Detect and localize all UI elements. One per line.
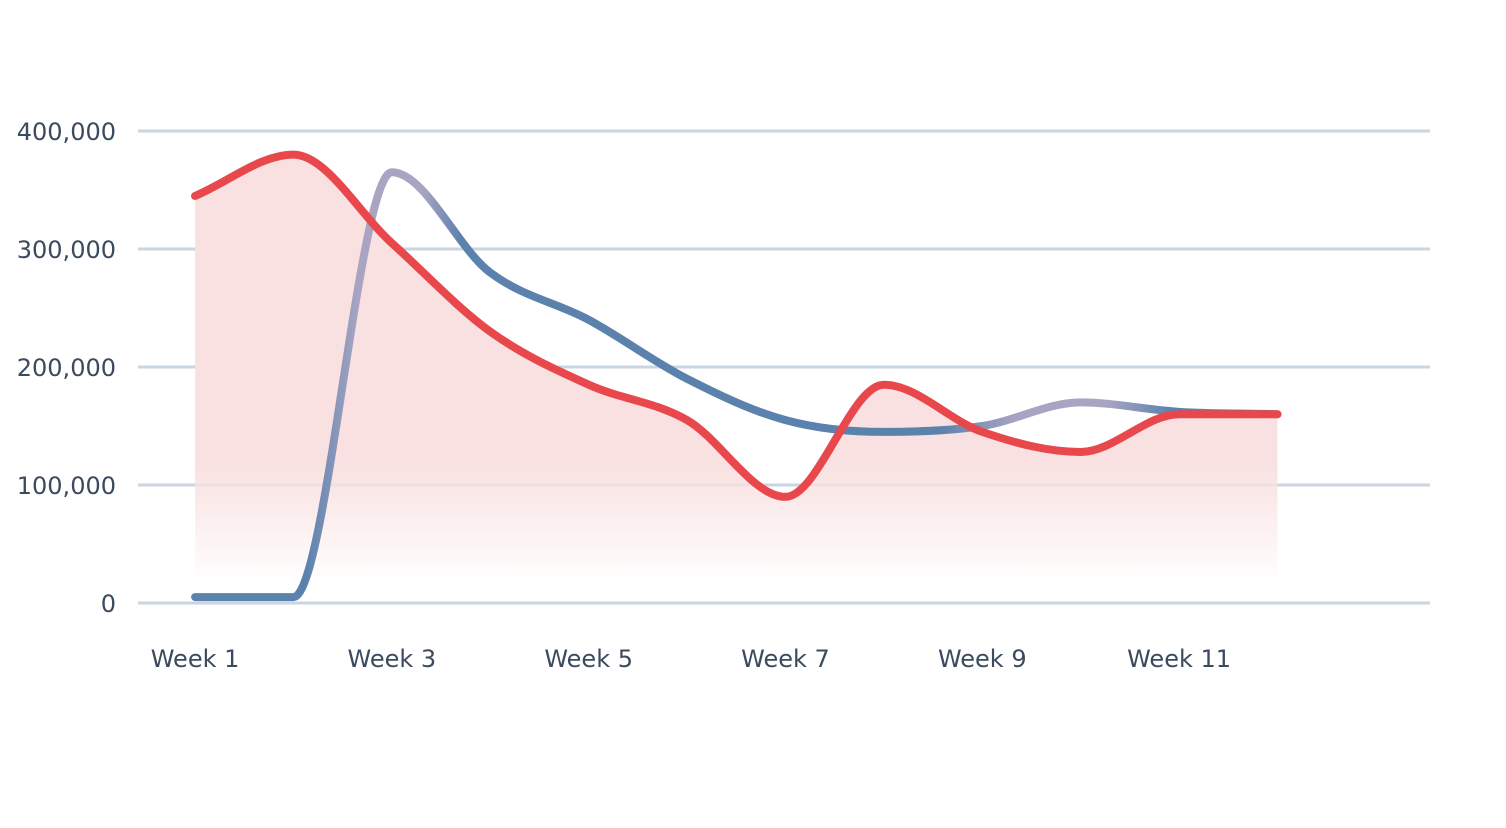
- y-tick-label: 400,000: [17, 118, 116, 146]
- area-fill-layer: [195, 154, 1278, 585]
- series-1-line: [191, 150, 1282, 501]
- series-lines: [191, 150, 1282, 602]
- x-axis-ticks: Week 1 Week 3 Week 5 Week 7 Week 9 Week 11: [151, 645, 1231, 673]
- series-1-area: [195, 154, 1278, 585]
- x-tick-label: Week 9: [938, 645, 1027, 673]
- y-tick-label: 200,000: [17, 354, 116, 382]
- y-tick-label: 100,000: [17, 472, 116, 500]
- y-axis-ticks: 0 100,000 200,000 300,000 400,000: [17, 118, 116, 618]
- x-tick-label: Week 5: [544, 645, 633, 673]
- x-tick-label: Week 3: [348, 645, 437, 673]
- y-tick-label: 0: [101, 590, 116, 618]
- series-0-line: [191, 168, 1282, 602]
- y-tick-label: 300,000: [17, 236, 116, 264]
- x-tick-label: Week 11: [1127, 645, 1231, 673]
- x-tick-label: Week 1: [151, 645, 240, 673]
- x-tick-label: Week 7: [741, 645, 830, 673]
